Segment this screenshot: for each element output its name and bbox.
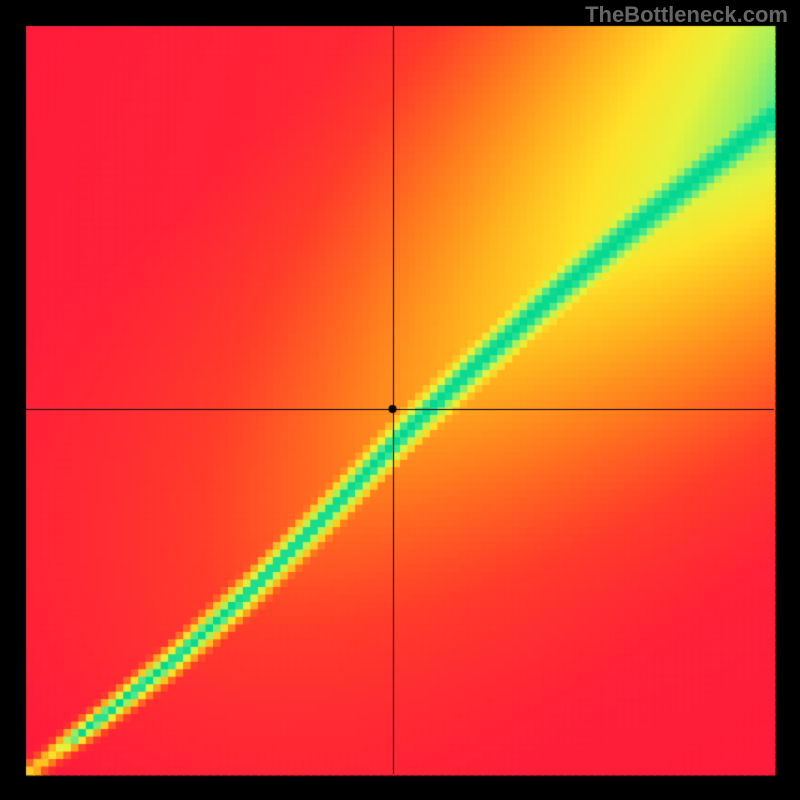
watermark-text: TheBottleneck.com [585,2,788,28]
bottleneck-heatmap [0,0,800,800]
chart-container: TheBottleneck.com [0,0,800,800]
